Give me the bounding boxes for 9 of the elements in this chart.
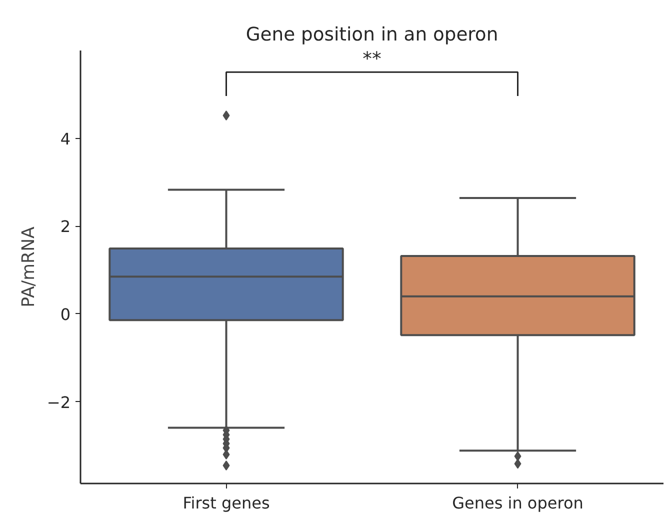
annotation: ** xyxy=(362,49,382,70)
y-tick-label: 4 xyxy=(60,129,71,148)
y-tick-label: −2 xyxy=(46,392,71,412)
y-axis-title: PA/mRNA xyxy=(18,226,39,308)
chart-title: Gene position in an operon xyxy=(246,24,498,46)
x-tick-label: First genes xyxy=(182,494,270,512)
y-tick-label: 0 xyxy=(60,304,71,324)
y-tick-label: 2 xyxy=(60,217,71,236)
x-tick-label: Genes in operon xyxy=(452,494,584,512)
